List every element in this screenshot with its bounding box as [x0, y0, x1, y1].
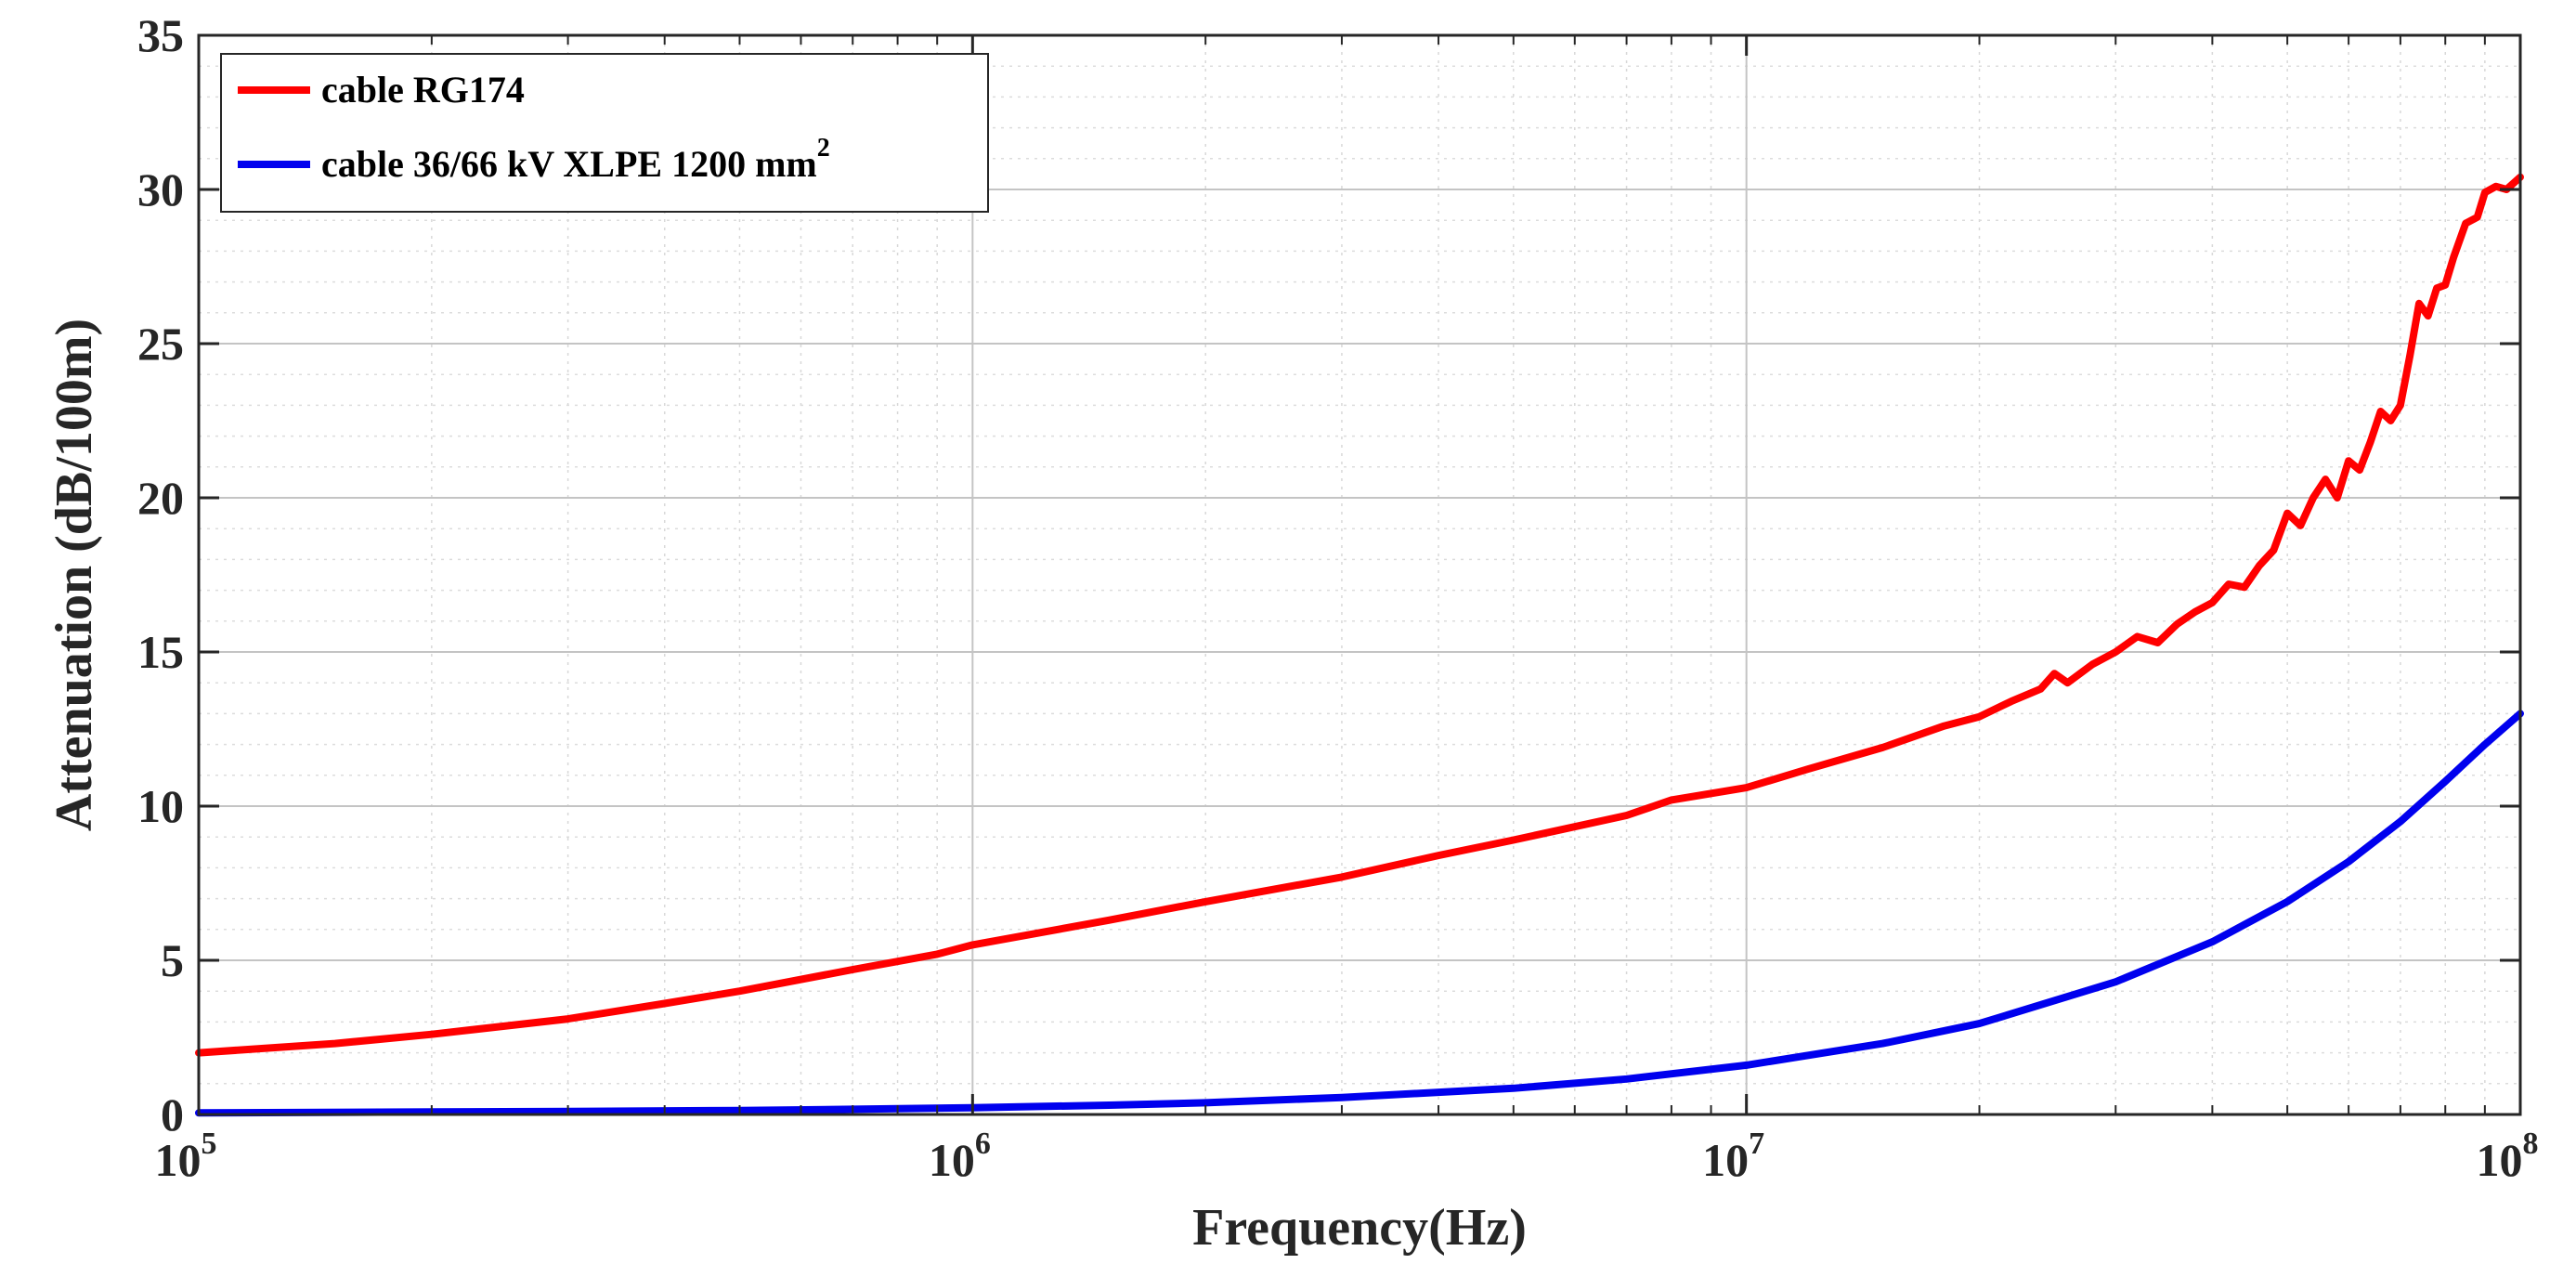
plot-area [199, 35, 2520, 1114]
y-tick-label: 5 [161, 934, 184, 986]
y-tick-label: 10 [137, 780, 184, 832]
y-axis-label: Attenuation (dB/100m) [46, 319, 103, 831]
x-tick-label: 105 [155, 1127, 217, 1186]
y-tick-label: 15 [137, 626, 184, 678]
series-line-rg174 [195, 173, 2524, 1057]
x-tick-exponent: 5 [202, 1127, 217, 1161]
legend: cable RG174 cable 36/66 kV XLPE 1200 mm2 [220, 53, 989, 213]
x-tick-label: 108 [2477, 1127, 2539, 1186]
y-tick-label: 35 [137, 9, 184, 61]
legend-label-rg174: cable RG174 [321, 69, 525, 111]
legend-label-xlpe-text: cable 36/66 kV XLPE 1200 mm [321, 143, 817, 185]
x-tick-label: 106 [929, 1127, 991, 1186]
legend-label-xlpe: cable 36/66 kV XLPE 1200 mm2 [321, 134, 830, 185]
x-tick-exponent: 7 [1749, 1127, 1764, 1161]
x-axis-label: Frequency(Hz) [1192, 1199, 1527, 1257]
legend-box [220, 53, 989, 213]
x-tick-base: 10 [1702, 1134, 1749, 1186]
x-tick-base: 10 [2477, 1134, 2523, 1186]
y-tick-labels: 0 5 10 15 20 25 30 35 [137, 9, 184, 1140]
x-tick-base: 10 [155, 1134, 202, 1186]
y-tick-label: 20 [137, 472, 184, 524]
minor-grid [199, 35, 2520, 1114]
x-tick-exponent: 6 [975, 1127, 991, 1161]
x-tick-base: 10 [929, 1134, 975, 1186]
y-tick-label: 30 [137, 163, 184, 215]
plot-frame [197, 33, 2522, 1116]
series-line-xlpe [195, 710, 2524, 1117]
y-tick-label: 25 [137, 318, 184, 370]
x-tick-exponent: 8 [2523, 1127, 2539, 1161]
x-tick-labels: 105 106 107 108 [155, 1127, 2539, 1186]
series-layer [195, 173, 2524, 1117]
y-tick-label: 0 [161, 1088, 184, 1140]
x-tick-label: 107 [1702, 1127, 1764, 1186]
legend-label-xlpe-superscript: 2 [817, 134, 830, 163]
